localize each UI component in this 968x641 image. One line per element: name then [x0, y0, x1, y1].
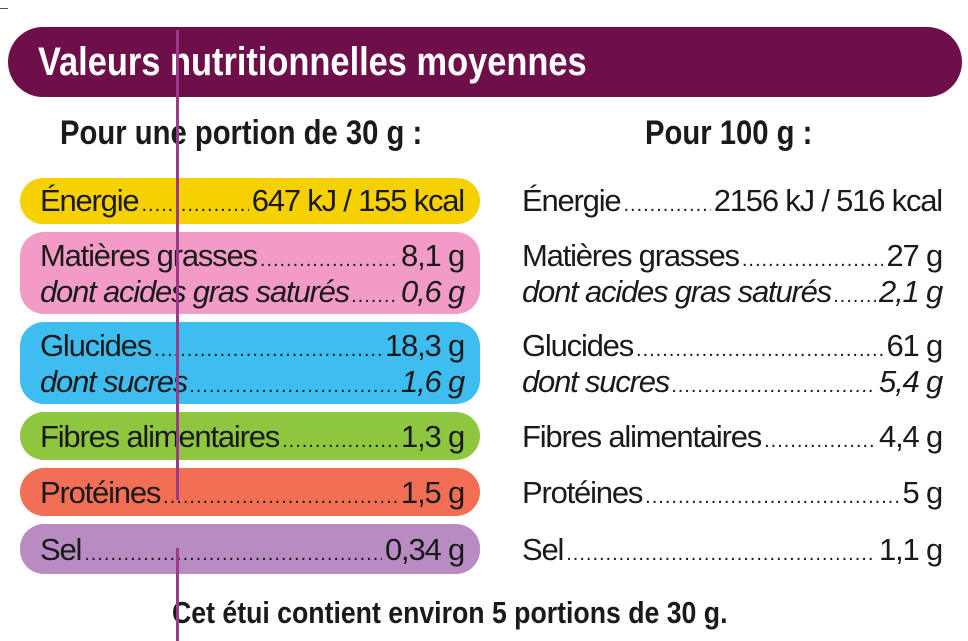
nutrient-label: Sel	[40, 532, 82, 567]
energie-pill	[20, 178, 480, 224]
nutrient-value: 0,6 g	[401, 274, 465, 309]
proteines-pill	[20, 468, 480, 516]
fibres-pill	[20, 412, 480, 460]
per100-row-energie: Énergie ................................…	[522, 181, 943, 221]
per100-row-matieres-grasses: Matières grasses .......................…	[522, 236, 943, 276]
per100-column-heading: Pour 100 g :	[645, 114, 813, 152]
nutrient-value: 2156 kJ / 516 kcal	[713, 183, 943, 218]
title-banner	[8, 27, 962, 97]
nutrient-value: 4,4 g	[879, 419, 943, 454]
nutrient-label: dont acides gras saturés	[522, 274, 832, 309]
portion-row-sel: Sel ....................................…	[40, 530, 465, 570]
glucides-pill	[20, 322, 480, 404]
portion-row-sucres: dont sucres ............................…	[40, 362, 465, 402]
nutrient-value: 647 kJ / 155 kcal	[251, 183, 465, 218]
leader-dots: ........................................…	[741, 250, 884, 270]
leader-dots: ........................................…	[636, 340, 883, 360]
leader-dots: ........................................…	[833, 286, 876, 306]
leader-dots: ........................................…	[672, 376, 876, 396]
nutrient-value: 1,5 g	[401, 475, 465, 510]
per100-row-sel: Sel ....................................…	[522, 530, 943, 570]
nutrient-value: 0,34 g	[385, 532, 465, 567]
nutrient-value: 1,6 g	[401, 364, 465, 399]
leader-dots: ........................................…	[764, 431, 876, 451]
nutrient-label: Énergie	[40, 183, 140, 218]
leader-dots: ........................................…	[351, 286, 398, 306]
nutrient-label: dont acides gras saturés	[40, 274, 350, 309]
nutrient-label: Matières grasses	[40, 238, 258, 273]
nutrient-value: 5 g	[902, 475, 944, 510]
sel-pill	[20, 524, 480, 574]
leader-dots: ........................................…	[154, 340, 382, 360]
nutrient-label: Énergie	[522, 183, 622, 218]
leader-dots: ........................................…	[566, 544, 876, 564]
leader-dots: ........................................…	[282, 431, 398, 451]
nutrient-value: 8,1 g	[401, 238, 465, 273]
nutrient-label: dont sucres	[522, 364, 670, 399]
matieres-grasses-pill	[20, 232, 480, 314]
portion-row-fibres: Fibres alimentaires ....................…	[40, 417, 465, 457]
nutrient-value: 5,4 g	[879, 364, 943, 399]
leader-dots: ........................................…	[141, 195, 248, 215]
nutrient-label: Glucides	[40, 328, 152, 363]
nutrient-value: 27 g	[886, 238, 943, 273]
per100-row-sucres: dont sucres ............................…	[522, 362, 943, 402]
nutrient-label: dont sucres	[40, 364, 188, 399]
portion-row-acides-gras-satures: dont acides gras saturés ...............…	[40, 272, 465, 312]
guide-line-upper	[176, 30, 179, 500]
leader-dots: ........................................…	[623, 195, 710, 215]
leader-dots: ........................................…	[645, 487, 899, 507]
nutrient-label: Protéines	[522, 475, 643, 510]
nutrient-value: 2,1 g	[879, 274, 943, 309]
leader-dots: ........................................…	[163, 487, 398, 507]
nutrient-value: 61 g	[886, 328, 943, 363]
nutrient-value: 18,3 g	[385, 328, 465, 363]
portion-row-matieres-grasses: Matières grasses .......................…	[40, 236, 465, 276]
leader-dots: ........................................…	[84, 544, 382, 564]
nutrient-value: 1,1 g	[879, 532, 943, 567]
per100-row-acides-gras-satures: dont acides gras saturés ...............…	[522, 272, 943, 312]
per100-row-glucides: Glucides ...............................…	[522, 326, 943, 366]
per100-row-proteines: Protéines ..............................…	[522, 473, 944, 513]
leader-dots: ........................................…	[190, 376, 398, 396]
portion-count-note: Cet étui contient environ 5 portions de …	[172, 595, 728, 630]
nutrient-label: Glucides	[522, 328, 634, 363]
portion-column-heading: Pour une portion de 30 g :	[60, 114, 423, 152]
leader-dots: ........................................…	[259, 250, 399, 270]
nutrient-label: Fibres alimentaires	[40, 419, 280, 454]
portion-row-proteines: Protéines ..............................…	[40, 473, 465, 513]
nutrient-label: Sel	[522, 532, 564, 567]
portion-row-glucides: Glucides ...............................…	[40, 326, 465, 366]
nutrient-label: Protéines	[40, 475, 161, 510]
page-title: Valeurs nutritionnelles moyennes	[38, 40, 587, 84]
portion-row-energie: Énergie ................................…	[40, 181, 465, 221]
nutrient-value: 1,3 g	[401, 419, 465, 454]
guide-line-lower	[176, 548, 179, 641]
nutrient-label: Matières grasses	[522, 238, 740, 273]
crop-mark	[0, 8, 8, 9]
nutrient-label: Fibres alimentaires	[522, 419, 762, 454]
per100-row-fibres: Fibres alimentaires ....................…	[522, 417, 943, 457]
